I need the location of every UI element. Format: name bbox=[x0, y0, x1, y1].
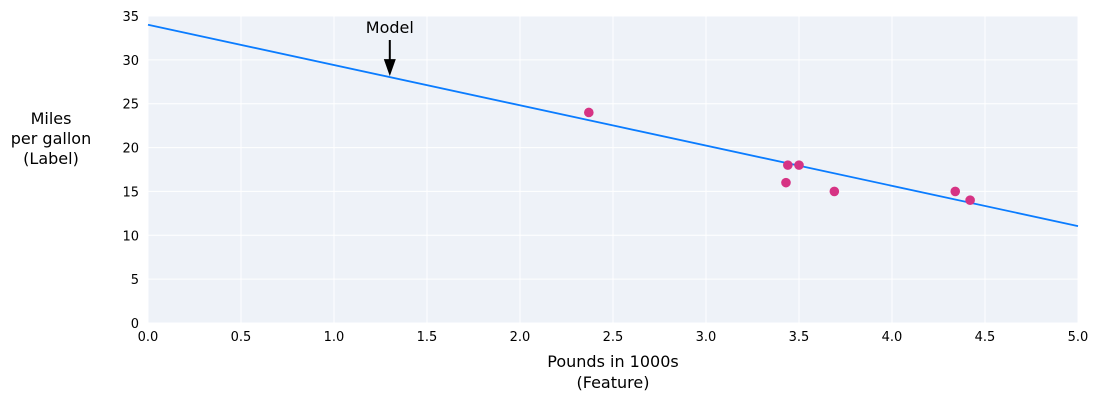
x-tick-label: 1.0 bbox=[324, 330, 345, 345]
annotation-arrow-head bbox=[383, 59, 396, 77]
x-tick-label: 3.0 bbox=[696, 330, 717, 345]
x-tick-label: 5.0 bbox=[1068, 330, 1089, 345]
y-axis-label: Miles bbox=[31, 109, 72, 128]
x-tick-label: 2.5 bbox=[603, 330, 624, 345]
y-axis-label: per gallon bbox=[11, 129, 91, 148]
data-point bbox=[781, 177, 791, 188]
x-axis-label: Pounds in 1000s bbox=[547, 352, 678, 371]
data-point bbox=[950, 186, 961, 197]
x-tick-label: 0.5 bbox=[231, 330, 252, 345]
y-tick-label: 20 bbox=[122, 142, 139, 157]
data-point bbox=[794, 160, 804, 170]
y-tick-label: 35 bbox=[122, 10, 139, 25]
x-axis-label: (Feature) bbox=[577, 373, 650, 392]
y-tick-label: 15 bbox=[122, 185, 139, 200]
x-tick-label: 3.5 bbox=[789, 330, 810, 345]
y-tick-label: 0 bbox=[131, 317, 139, 332]
x-tick-label: 1.5 bbox=[417, 330, 438, 345]
x-tick-label: 4.0 bbox=[882, 330, 903, 345]
model-annotation-label: Model bbox=[366, 18, 414, 37]
y-axis-label: (Label) bbox=[23, 149, 79, 168]
x-tick-label: 0.0 bbox=[138, 330, 159, 345]
model-line bbox=[147, 23, 1079, 227]
y-tick-label: 25 bbox=[122, 98, 139, 113]
x-tick-label: 2.0 bbox=[510, 330, 531, 345]
data-point bbox=[965, 195, 975, 205]
y-tick-label: 10 bbox=[122, 229, 139, 244]
data-point bbox=[829, 186, 840, 197]
x-tick-label: 4.5 bbox=[975, 330, 996, 345]
y-tick-label: 30 bbox=[122, 54, 139, 69]
y-tick-label: 5 bbox=[131, 273, 139, 288]
data-point bbox=[584, 107, 594, 118]
data-point bbox=[783, 160, 793, 170]
